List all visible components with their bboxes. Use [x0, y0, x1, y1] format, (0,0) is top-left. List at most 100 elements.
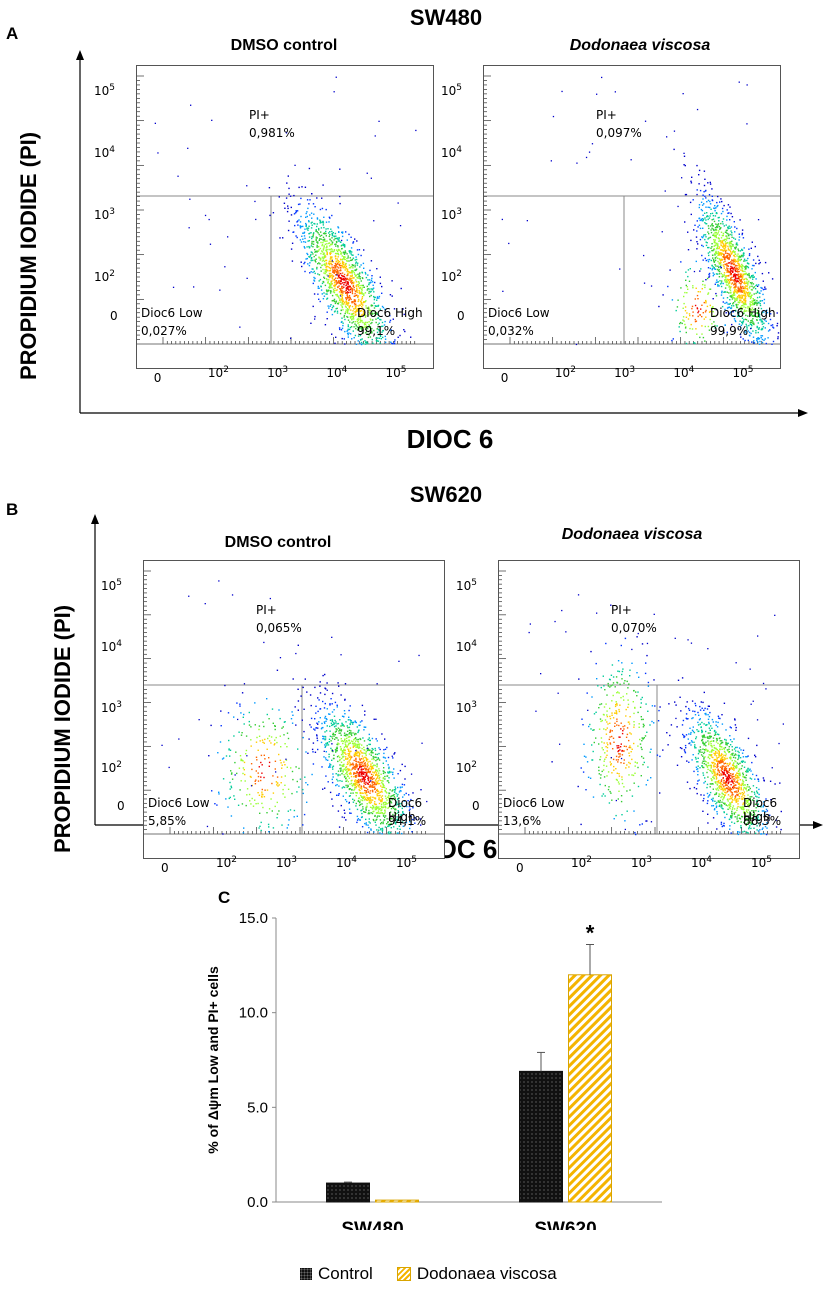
event-dot: [352, 277, 355, 279]
event-dot: [328, 235, 330, 238]
event-dot: [325, 249, 328, 251]
event-dot: [743, 287, 746, 290]
event-dot: [743, 310, 745, 313]
x-tick-zero: 0: [153, 371, 162, 385]
event-dot: [257, 792, 259, 794]
event-dot: [350, 298, 352, 301]
event-dot: [341, 263, 344, 265]
event-dot: [168, 766, 170, 769]
event-dot: [341, 757, 343, 760]
event-dot: [761, 335, 764, 337]
event-dot: [177, 175, 179, 177]
event-dot: [349, 755, 352, 757]
event-dot: [296, 780, 298, 783]
event-dot: [360, 763, 362, 765]
event-dot: [368, 290, 370, 293]
event-dot: [309, 199, 311, 201]
event-dot: [382, 780, 384, 782]
event-dot: [684, 193, 687, 196]
event-dot: [729, 245, 731, 247]
event-dot: [698, 169, 701, 172]
event-dot: [335, 281, 337, 283]
event-dot: [300, 197, 302, 200]
event-dot: [717, 243, 719, 245]
event-dot: [751, 275, 753, 277]
event-dot: [369, 269, 371, 272]
event-dot: [351, 279, 353, 282]
event-dot: [367, 306, 370, 308]
event-dot: [359, 342, 361, 345]
event-dot: [339, 295, 342, 297]
event-dot: [715, 236, 718, 239]
event-dot: [754, 301, 757, 303]
event-dot: [359, 771, 361, 773]
event-dot: [345, 300, 347, 302]
panel-letter-a: A: [6, 24, 19, 43]
event-dot: [288, 819, 290, 821]
event-dot: [741, 322, 744, 324]
event-dot: [371, 778, 373, 780]
event-dot: [357, 818, 360, 820]
event-dot: [271, 782, 273, 785]
event-dot: [370, 322, 372, 325]
event-dot: [348, 768, 350, 770]
event-dot: [742, 270, 744, 273]
event-dot: [426, 800, 428, 803]
event-dot: [753, 315, 755, 317]
event-dot: [692, 199, 694, 201]
event-dot: [345, 745, 347, 747]
event-dot: [332, 732, 334, 735]
event-dot: [699, 189, 702, 192]
event-dot: [372, 767, 374, 770]
event-dot: [331, 232, 333, 235]
event-dot: [347, 726, 349, 729]
event-dot: [211, 119, 213, 121]
event-dot: [388, 792, 390, 794]
event-dot: [381, 807, 383, 809]
event-dot: [345, 265, 347, 268]
event-dot: [353, 755, 356, 757]
event-dot: [727, 265, 730, 267]
dioc6-low-label: Dioc6 Low: [148, 796, 210, 810]
event-dot: [741, 296, 744, 298]
event-dot: [749, 282, 752, 284]
event-dot: [258, 735, 261, 737]
event-dot: [335, 751, 337, 753]
event-dot: [751, 324, 753, 327]
event-dot: [308, 220, 310, 222]
event-dot: [340, 283, 342, 285]
event-dot: [752, 298, 754, 300]
event-dot: [375, 321, 377, 324]
event-dot: [769, 318, 772, 321]
event-dot: [323, 252, 325, 254]
event-dot: [349, 764, 351, 766]
event-dot: [315, 705, 317, 707]
event-dot: [723, 332, 725, 334]
event-dot: [747, 320, 749, 322]
event-dot: [716, 229, 718, 231]
event-dot: [736, 265, 738, 267]
event-dot: [363, 749, 365, 751]
event-dot: [376, 807, 378, 810]
event-dot: [746, 328, 748, 330]
event-dot: [383, 756, 385, 759]
event-dot: [408, 803, 411, 806]
event-dot: [382, 806, 384, 808]
event-dot: [732, 251, 734, 253]
event-dot: [370, 773, 373, 776]
event-dot: [211, 790, 213, 792]
event-dot: [711, 306, 714, 308]
event-dot: [282, 726, 284, 728]
event-dot: [726, 255, 728, 258]
event-dot: [314, 249, 316, 251]
event-dot: [347, 744, 350, 746]
event-dot: [390, 797, 392, 799]
event-dot: [284, 743, 286, 745]
event-dot: [400, 802, 402, 805]
event-dot: [700, 208, 703, 211]
event-dot: [364, 811, 367, 813]
event-dot: [753, 264, 755, 267]
event-dot: [720, 231, 723, 233]
event-dot: [257, 772, 259, 774]
event-dot: [260, 754, 263, 757]
